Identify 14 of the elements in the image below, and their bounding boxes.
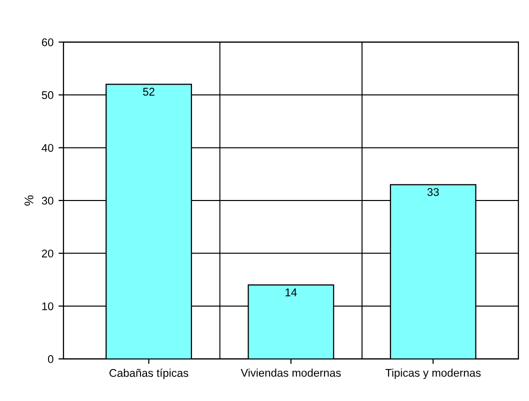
- data-label: 33: [427, 188, 439, 196]
- y-tick-label: 60: [42, 38, 54, 46]
- y-tick-label: 10: [42, 302, 54, 310]
- y-tick-label: 50: [42, 91, 54, 100]
- x-tick-label: Cabañas típicas: [110, 368, 188, 380]
- data-label: 14: [286, 288, 297, 296]
- data-label: 52: [143, 88, 154, 96]
- y-tick-label: 40: [42, 144, 54, 152]
- y-tick-label: 0: [48, 355, 54, 364]
- x-tick-label: Viviendas modernas: [240, 368, 341, 377]
- y-axis-title: %: [24, 195, 34, 206]
- y-tick-label: 30: [42, 196, 54, 205]
- y-tick-label: 20: [42, 250, 54, 258]
- x-tick-label: Tipicas y modernas: [385, 368, 481, 379]
